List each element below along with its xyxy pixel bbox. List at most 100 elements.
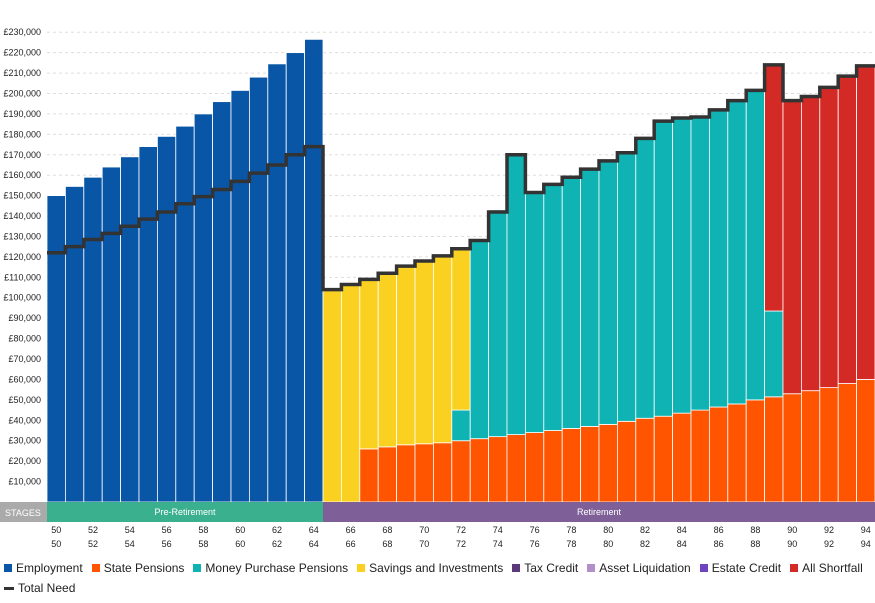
bar-segment[interactable] [690, 116, 710, 411]
bar-segment[interactable] [414, 443, 434, 503]
legend-item[interactable]: Asset Liquidation [587, 558, 691, 578]
bar-segment[interactable] [543, 430, 563, 503]
x-tick-label: 90 [787, 525, 797, 535]
bar-segment[interactable] [469, 240, 490, 440]
bar-segment[interactable] [488, 436, 508, 503]
legend-item[interactable]: State Pensions [91, 558, 184, 578]
bar-segment[interactable] [267, 63, 287, 503]
bar-segment[interactable] [469, 438, 490, 503]
bar-segment[interactable] [837, 383, 858, 503]
bar-segment[interactable] [230, 90, 250, 503]
y-tick-label: £60,000 [8, 374, 41, 384]
bar-segment[interactable] [396, 265, 416, 446]
bar-segment[interactable] [506, 152, 526, 435]
bar-segment[interactable] [432, 442, 453, 503]
x-tick-label: 88 [750, 539, 760, 549]
legend-label: Savings and Investments [369, 561, 504, 575]
y-tick-label: £140,000 [3, 211, 41, 221]
y-tick-label: £210,000 [3, 68, 41, 78]
legend-item[interactable]: Employment [4, 558, 83, 578]
bar-segment[interactable] [248, 76, 269, 503]
bar-segment[interactable] [561, 176, 582, 429]
bar-segment[interactable] [837, 75, 858, 384]
bar-segment[interactable] [580, 168, 600, 427]
bar-segment[interactable] [83, 176, 103, 503]
y-tick-label: £70,000 [8, 354, 41, 364]
x-tick-label: 66 [346, 539, 356, 549]
bar-segment[interactable] [451, 409, 471, 442]
bar-segment[interactable] [304, 38, 324, 503]
bar-segment[interactable] [819, 86, 839, 389]
bar-segment[interactable] [580, 426, 600, 503]
bar-segment[interactable] [340, 284, 361, 503]
bar-segment[interactable] [525, 191, 545, 433]
x-tick-label: 58 [198, 539, 208, 549]
bar-segment[interactable] [801, 96, 821, 392]
bar-segment[interactable] [138, 146, 158, 503]
bar-segment[interactable] [65, 186, 85, 503]
bar-segment[interactable] [745, 90, 766, 401]
bar-segment[interactable] [709, 109, 729, 408]
bar-segment[interactable] [377, 272, 398, 448]
x-tick-label: 84 [677, 525, 687, 535]
bar-segment[interactable] [856, 379, 875, 503]
bar-segment[interactable] [561, 428, 582, 503]
bar-segment[interactable] [709, 406, 729, 503]
bar-segment[interactable] [156, 135, 177, 503]
bar-segment[interactable] [856, 65, 875, 380]
bar-segment[interactable] [745, 399, 766, 503]
bar-segment[interactable] [46, 195, 66, 503]
bar-segment[interactable] [635, 138, 655, 419]
bar-segment[interactable] [488, 209, 508, 438]
bar-segment[interactable] [396, 444, 416, 503]
bar-segment[interactable] [672, 117, 692, 414]
bar-segment[interactable] [543, 183, 563, 431]
bar-segment[interactable] [764, 63, 784, 312]
bar-segment[interactable] [598, 423, 618, 503]
bar-segment[interactable] [120, 156, 140, 503]
legend-item[interactable]: All Shortfall [790, 558, 863, 578]
legend-item[interactable]: Money Purchase Pensions [193, 558, 348, 578]
bar-segment[interactable] [101, 166, 121, 503]
bar-segment[interactable] [506, 434, 526, 503]
legend-item[interactable]: Tax Credit [512, 558, 578, 578]
x-tick-label: 68 [382, 525, 392, 535]
bar-segment[interactable] [764, 396, 784, 503]
bar-segment[interactable] [672, 412, 692, 503]
bar-segment[interactable] [175, 125, 195, 503]
bar-segment[interactable] [598, 160, 618, 425]
legend-item[interactable]: Savings and Investments [357, 558, 503, 578]
bar-segment[interactable] [414, 261, 434, 445]
bar-segment[interactable] [359, 448, 379, 503]
bar-segment[interactable] [782, 99, 802, 395]
legend-item[interactable]: Total Need [4, 578, 75, 598]
bar-segment[interactable] [727, 100, 747, 405]
bar-segment[interactable] [653, 415, 674, 503]
bar-segment[interactable] [212, 101, 232, 503]
bar-segment[interactable] [432, 255, 453, 444]
bar-segment[interactable] [764, 310, 784, 398]
bar-segment[interactable] [322, 289, 342, 503]
bar-segment[interactable] [653, 120, 674, 417]
x-tick-label: 76 [530, 525, 540, 535]
bar-segment[interactable] [193, 113, 213, 503]
legend-item[interactable]: Estate Credit [699, 558, 781, 578]
bar-segment[interactable] [617, 152, 637, 422]
bar-segment[interactable] [801, 390, 821, 503]
bar-segment[interactable] [377, 446, 398, 503]
bar-segment[interactable] [451, 440, 471, 503]
x-tick-label: 62 [272, 539, 282, 549]
bar-segment[interactable] [525, 432, 545, 503]
x-tick-label: 52 [88, 539, 98, 549]
bar-segment[interactable] [782, 393, 802, 503]
bar-segment[interactable] [635, 417, 655, 503]
bar-segment[interactable] [285, 52, 306, 503]
bar-segment[interactable] [690, 409, 710, 503]
bar-segment[interactable] [727, 403, 747, 503]
x-tick-label: 90 [787, 539, 797, 549]
bar-segment[interactable] [617, 420, 637, 503]
bar-segment[interactable] [451, 248, 471, 411]
bar-segment[interactable] [819, 387, 839, 503]
bar-segment[interactable] [359, 278, 379, 450]
